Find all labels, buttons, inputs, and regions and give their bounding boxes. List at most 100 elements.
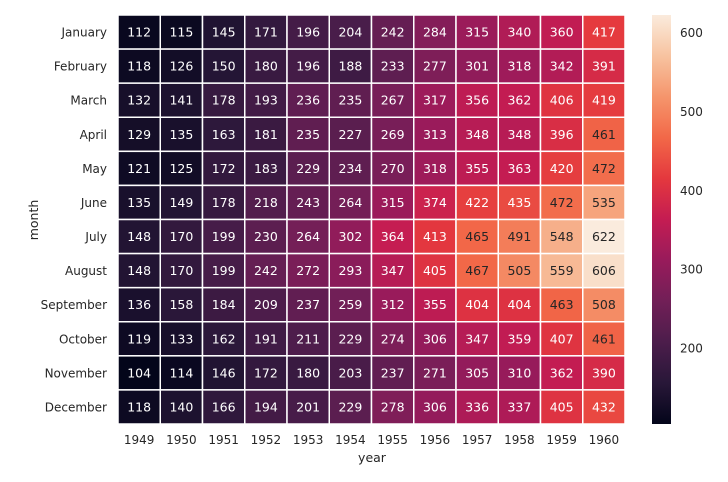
heatmap-cell: [455, 355, 499, 391]
heatmap-cell: [159, 389, 204, 425]
cell-label: 535: [592, 195, 616, 210]
heatmap-cell: [370, 82, 415, 118]
heatmap-cell: [328, 150, 373, 187]
cell-label: 227: [338, 127, 362, 142]
cell-label: 317: [423, 93, 447, 108]
colorbar-tick-label: 400: [680, 184, 703, 198]
y-axis-label: month: [26, 200, 41, 241]
heatmap-cell: [244, 184, 288, 221]
cell-label: 196: [296, 25, 320, 40]
cell-label: 277: [423, 59, 447, 74]
cell-label: 465: [465, 229, 489, 244]
heatmap-cell: [455, 184, 499, 221]
heatmap-cell: [582, 389, 626, 425]
cell-label: 301: [465, 59, 489, 74]
heatmap-cell: [201, 218, 246, 255]
cell-label: 199: [212, 229, 236, 244]
heatmap-cell: [117, 116, 161, 153]
heatmap-cell: [286, 252, 330, 289]
cell-label: 204: [338, 25, 362, 40]
cell-label: 118: [127, 59, 151, 74]
heatmap-cell: [413, 150, 457, 187]
cell-label: 129: [127, 127, 151, 142]
cell-label: 188: [338, 59, 362, 74]
x-tick-label: 1959: [546, 433, 577, 447]
heatmap-cell: [497, 389, 542, 425]
heatmap-cell: [244, 252, 288, 289]
cell-label: 194: [254, 399, 278, 414]
heatmap-cell: [497, 14, 542, 50]
cell-label: 170: [169, 263, 193, 278]
colorbar-ticks: 200 300 400 500 600: [680, 26, 703, 356]
cell-label: 405: [550, 399, 574, 414]
cell-label: 347: [465, 331, 489, 346]
heatmap-cell: [413, 14, 457, 50]
colorbar-tick-label: 600: [680, 26, 703, 40]
cell-label: 242: [381, 25, 405, 40]
cell-label: 149: [169, 195, 193, 210]
cell-label: 315: [465, 25, 489, 40]
cell-label: 183: [254, 161, 278, 176]
cell-label: 337: [507, 399, 531, 414]
heatmap-cell: [539, 355, 584, 391]
cell-label: 340: [507, 25, 531, 40]
cell-label: 413: [423, 229, 447, 244]
heatmap-cells: 112 115 145 171 196 204 242 284 315 340 360 417 118 1…: [117, 14, 626, 425]
cell-label: 391: [592, 59, 616, 74]
cell-label: 148: [127, 229, 151, 244]
heatmap-cell: [117, 218, 161, 255]
cell-label: 274: [381, 331, 405, 346]
cell-label: 432: [592, 399, 616, 414]
heatmap-cell: [370, 355, 415, 391]
cell-label: 422: [465, 195, 489, 210]
cell-label: 136: [127, 297, 151, 312]
heatmap-cell: [159, 48, 204, 84]
cell-label: 356: [465, 93, 489, 108]
cell-label: 404: [507, 297, 531, 312]
heatmap-cell: [370, 150, 415, 187]
x-tick-label: 1955: [377, 433, 408, 447]
heatmap-cell: [413, 184, 457, 221]
cell-label: 310: [507, 365, 531, 380]
heatmap-cell: [413, 48, 457, 84]
cell-label: 234: [338, 161, 362, 176]
cell-label: 148: [127, 263, 151, 278]
cell-label: 211: [296, 331, 320, 346]
cell-label: 505: [507, 263, 531, 278]
heatmap-cell: [286, 82, 330, 118]
heatmap-cell: [370, 286, 415, 323]
cell-label: 237: [296, 297, 320, 312]
cell-label: 196: [296, 59, 320, 74]
cell-label: 390: [592, 365, 616, 380]
heatmap-cell: [244, 48, 288, 84]
cell-label: 472: [550, 195, 574, 210]
cell-label: 264: [338, 195, 362, 210]
cell-label: 114: [169, 365, 193, 380]
colorbar: [652, 15, 671, 424]
cell-label: 267: [381, 93, 405, 108]
heatmap-cell: [370, 48, 415, 84]
cell-label: 180: [254, 59, 278, 74]
cell-label: 271: [423, 365, 447, 380]
y-tick-label: August: [65, 264, 107, 278]
colorbar-tick-label: 200: [680, 342, 703, 356]
cell-label: 359: [507, 331, 531, 346]
cell-label: 112: [127, 25, 151, 40]
cell-label: 229: [296, 161, 320, 176]
cell-label: 235: [296, 127, 320, 142]
cell-label: 135: [169, 127, 193, 142]
cell-label: 302: [338, 229, 362, 244]
cell-label: 145: [212, 25, 236, 40]
heatmap-cell: [370, 321, 415, 357]
heatmap-cell: [328, 355, 373, 391]
heatmap-cell: [413, 321, 457, 357]
heatmap-cell: [159, 218, 204, 255]
cell-label: 342: [550, 59, 574, 74]
cell-label: 181: [254, 127, 278, 142]
x-axis-label: year: [358, 450, 387, 465]
cell-label: 140: [169, 399, 193, 414]
cell-label: 243: [296, 195, 320, 210]
heatmap-cell: [582, 116, 626, 153]
heatmap-cell: [201, 82, 246, 118]
heatmap-cell: [539, 252, 584, 289]
